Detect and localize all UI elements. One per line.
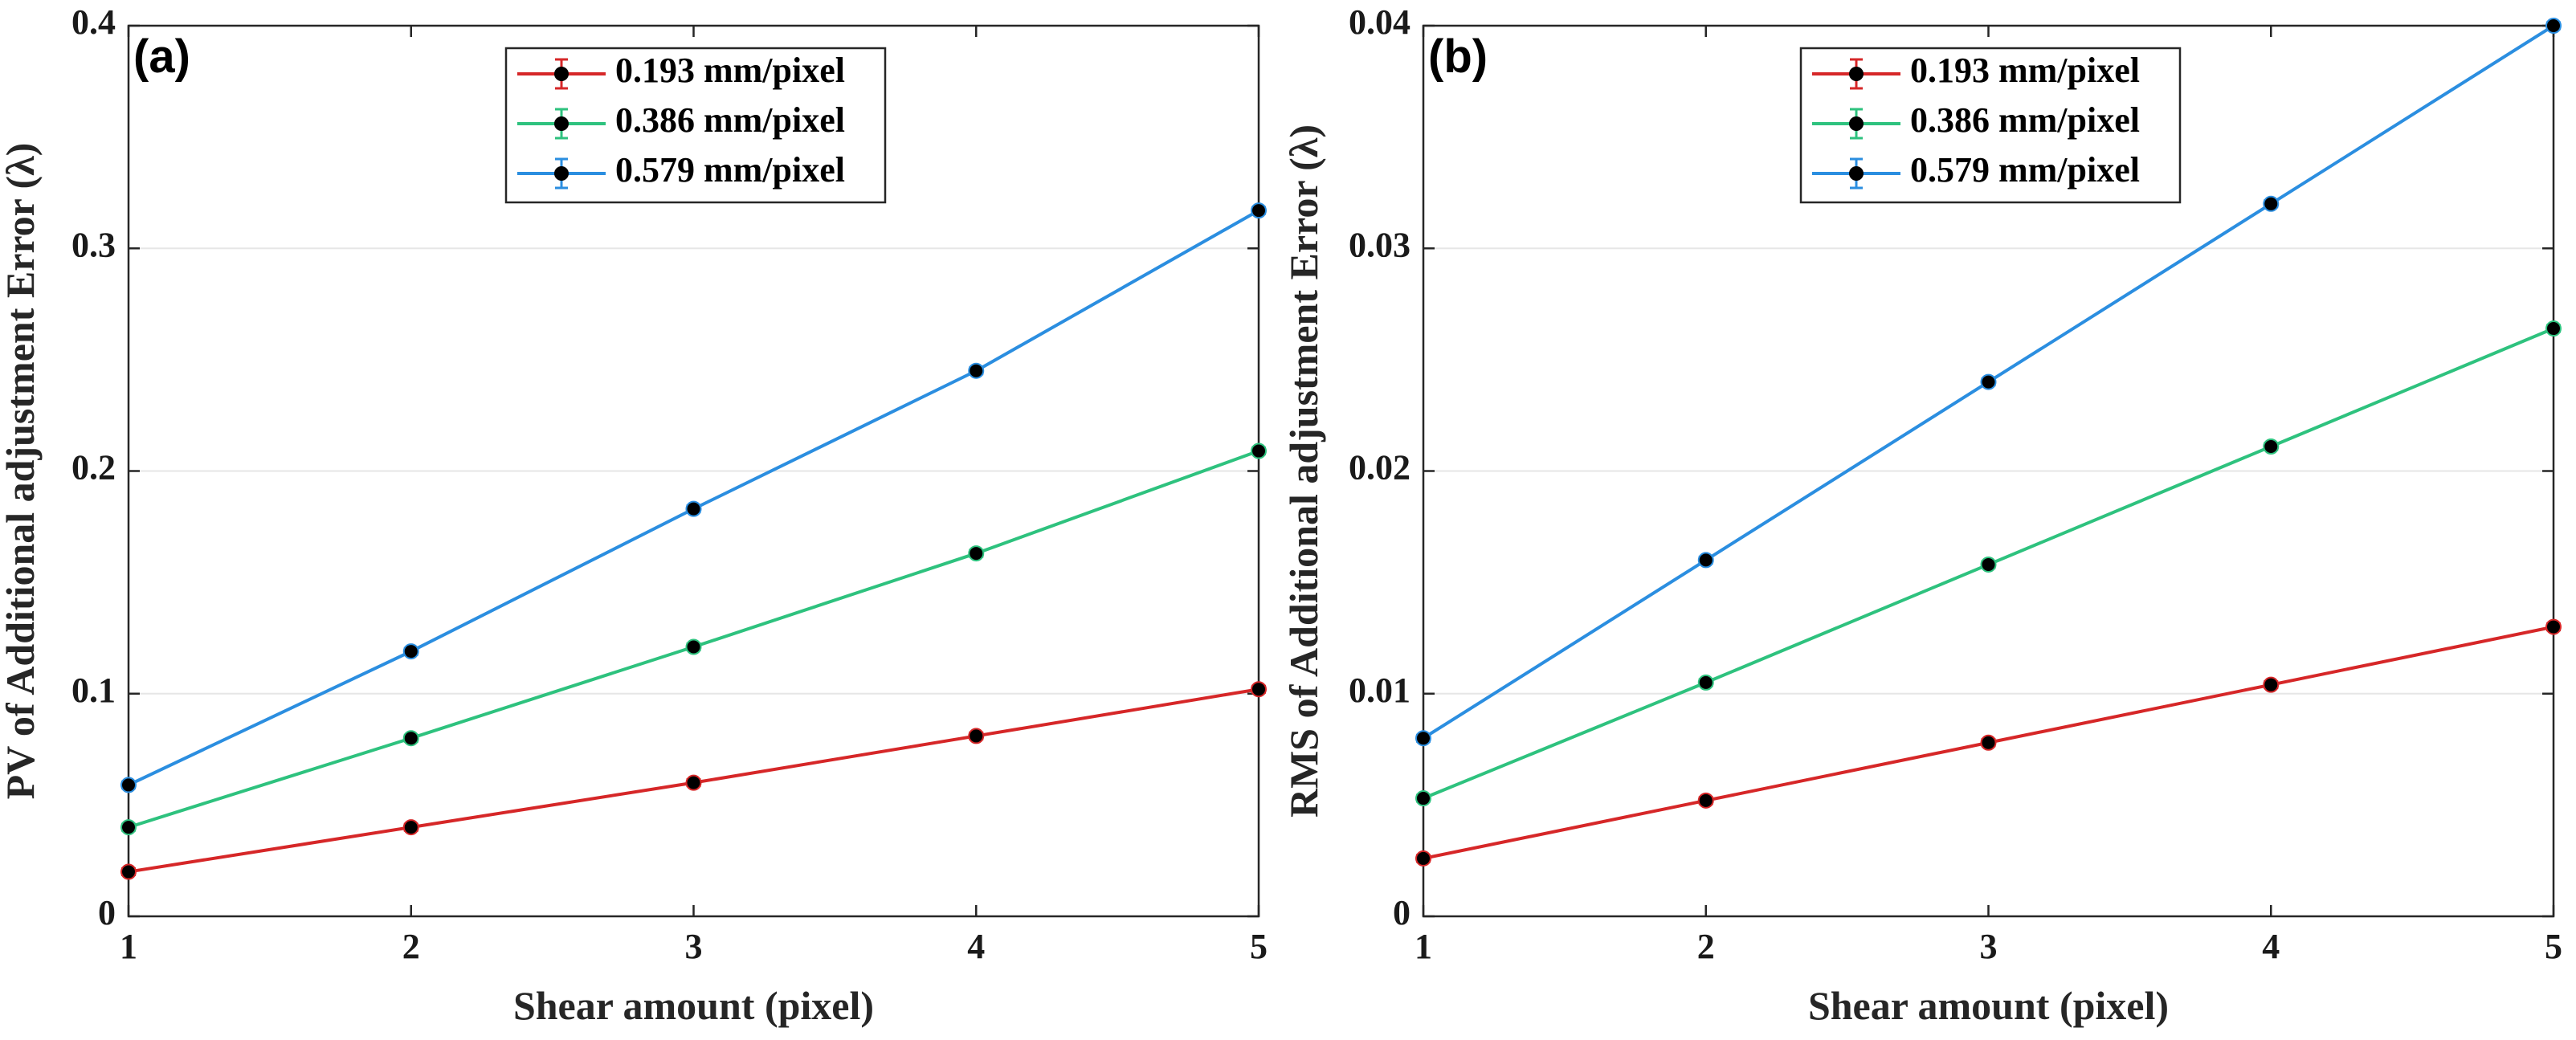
legend-item: 0.579 mm/pixel [1812, 150, 2140, 190]
data-point [1980, 556, 1997, 573]
legend-marker [1849, 116, 1864, 131]
data-point [2263, 676, 2280, 693]
y-tick-label: 0.4 [71, 2, 116, 42]
y-axis-label: PV of Additional adjustment Error (λ) [0, 143, 43, 800]
legend-marker [554, 166, 569, 181]
data-point [968, 545, 985, 562]
y-tick-label: 0 [98, 893, 116, 932]
legend-marker [1849, 166, 1864, 181]
data-point [120, 819, 137, 836]
x-tick-label: 4 [967, 927, 985, 966]
data-point [1980, 734, 1997, 751]
data-point [2545, 320, 2562, 337]
legend-item: 0.579 mm/pixel [517, 150, 845, 190]
panel-label: (b) [1428, 31, 1488, 83]
data-point [1697, 674, 1714, 691]
x-tick-label: 5 [1250, 927, 1268, 966]
data-point [120, 863, 137, 880]
data-point [685, 500, 702, 517]
data-point [402, 730, 419, 747]
y-tick-label: 0.3 [71, 225, 116, 264]
legend-label: 0.386 mm/pixel [1910, 100, 2140, 140]
data-point [1415, 790, 1431, 807]
data-point [685, 638, 702, 655]
data-point [1251, 202, 1267, 219]
legend: 0.193 mm/pixel 0.386 mm/pixel 0.579 mm/pix… [504, 47, 887, 204]
x-tick-label: 5 [2545, 927, 2562, 966]
data-point [685, 774, 702, 791]
legend-label: 0.579 mm/pixel [615, 150, 845, 190]
legend-marker [554, 116, 569, 131]
data-point [402, 819, 419, 836]
legend-item: 0.386 mm/pixel [517, 100, 845, 140]
data-point [1251, 681, 1267, 698]
y-tick-label: 0.03 [1349, 225, 1410, 264]
legend-label: 0.193 mm/pixel [615, 51, 845, 90]
legend-label: 0.386 mm/pixel [615, 100, 845, 140]
chart-panel-2: 0 0.01 0.02 0.03 0.04 1 2 3 4 5 Shear amount (pixe… [1281, 2, 2562, 1028]
data-point [1697, 792, 1714, 809]
data-point [1980, 373, 1997, 390]
data-point [1251, 443, 1267, 459]
y-tick-label: 0.01 [1349, 671, 1410, 710]
data-point [2545, 18, 2562, 34]
legend-marker [554, 67, 569, 81]
x-tick-label: 3 [1980, 927, 1998, 966]
legend-item: 0.193 mm/pixel [517, 51, 845, 90]
x-tick-label: 3 [685, 927, 703, 966]
data-point [1415, 850, 1431, 867]
legend: 0.193 mm/pixel 0.386 mm/pixel 0.579 mm/pix… [1799, 47, 2182, 204]
x-tick-label: 2 [1697, 927, 1715, 966]
legend-item: 0.193 mm/pixel [1812, 51, 2140, 90]
data-point [968, 728, 985, 744]
x-tick-label: 2 [402, 927, 420, 966]
x-axis-label: Shear amount (pixel) [513, 983, 874, 1028]
y-tick-label: 0.02 [1349, 448, 1410, 487]
y-tick-label: 0.2 [71, 448, 116, 487]
chart-panel-1: 0 0.1 0.2 0.3 0.4 1 2 3 4 5 Shear amount (pixel) PV… [0, 2, 1268, 1028]
panel-label: (a) [133, 31, 190, 83]
legend-label: 0.579 mm/pixel [1910, 150, 2140, 190]
legend-label: 0.193 mm/pixel [1910, 51, 2140, 90]
data-point [1697, 552, 1714, 569]
data-point [968, 362, 985, 379]
x-axis-label: Shear amount (pixel) [1808, 983, 2169, 1028]
y-tick-label: 0.1 [71, 671, 116, 710]
data-point [2263, 438, 2280, 455]
data-point [120, 777, 137, 793]
x-tick-label: 1 [1415, 927, 1432, 966]
y-tick-label: 0.04 [1349, 2, 1410, 42]
data-point [2263, 195, 2280, 212]
y-axis-label: RMS of Additional adjustment Error (λ) [1281, 124, 1326, 818]
data-point [402, 643, 419, 660]
y-tick-label: 0 [1393, 893, 1410, 932]
legend-marker [1849, 67, 1864, 81]
data-point [1415, 730, 1431, 747]
x-tick-label: 1 [120, 927, 137, 966]
legend-item: 0.386 mm/pixel [1812, 100, 2140, 140]
x-tick-label: 4 [2262, 927, 2280, 966]
data-point [2545, 618, 2562, 635]
